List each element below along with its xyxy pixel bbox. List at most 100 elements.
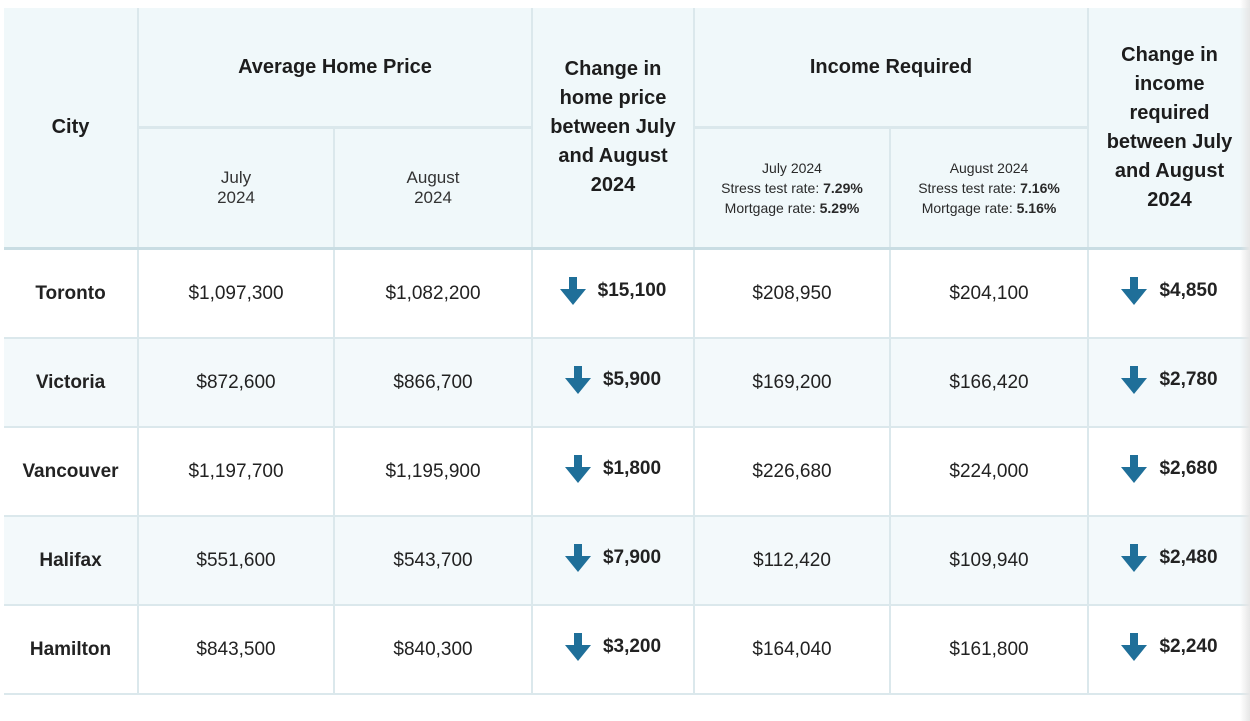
change-value: $3,200	[564, 632, 662, 661]
header-city: City	[4, 8, 139, 250]
income-change-cell: $2,680	[1088, 427, 1250, 517]
income-july-cell: $208,950	[694, 248, 891, 339]
header-row-top: City Average Home Price Change in home p…	[4, 8, 1250, 250]
change-amount: $2,480	[1159, 546, 1218, 568]
table-row: Vancouver $1,197,700 $1,195,900 $1,800 $226,…	[4, 427, 1250, 517]
table-row: Halifax $551,600 $543,700 $7,900 $112,420 $10…	[4, 516, 1250, 606]
header-average-home-price: Average Home Price	[138, 8, 533, 129]
income-july-cell: $226,680	[694, 427, 891, 517]
price-change-cell: $3,200	[532, 605, 695, 695]
change-value: $1,800	[564, 454, 662, 483]
income-august-cell: $166,420	[890, 338, 1090, 428]
price-july-cell: $1,197,700	[138, 427, 335, 517]
price-july-cell: $872,600	[138, 338, 335, 428]
city-cell: Halifax	[4, 516, 139, 606]
mortgage-label: Mortgage rate:	[921, 200, 1017, 216]
income-july-stress: Stress test rate: 7.29%	[695, 178, 889, 198]
header-income-august: August 2024 Stress test rate: 7.16% Mort…	[890, 127, 1090, 250]
header-price-august-text: August 2024	[406, 168, 460, 207]
income-august-stress: Stress test rate: 7.16%	[891, 178, 1087, 198]
edge-shadow	[1240, 0, 1250, 721]
header-change-home-price-text: Change in home price between July and Au…	[550, 58, 676, 196]
income-change-cell: $2,240	[1088, 605, 1250, 695]
change-amount: $2,240	[1159, 635, 1218, 657]
header-income-july: July 2024 Stress test rate: 7.29% Mortga…	[694, 127, 891, 250]
price-july-cell: $551,600	[138, 516, 335, 606]
income-august-cell: $204,100	[890, 248, 1090, 339]
city-cell: Victoria	[4, 338, 139, 428]
change-value: $2,680	[1121, 454, 1218, 483]
arrow-down-icon	[564, 454, 591, 483]
change-value: $7,900	[564, 543, 662, 572]
change-value: $4,850	[1121, 276, 1218, 305]
income-august-cell: $161,800	[890, 605, 1090, 695]
header-change-income-text: Change in income required between July a…	[1106, 43, 1233, 211]
change-amount: $5,900	[602, 368, 662, 390]
change-amount: $4,850	[1159, 279, 1218, 301]
price-change-cell: $15,100	[532, 248, 695, 339]
affordability-table-container: City Average Home Price Change in home p…	[4, 8, 1250, 695]
price-august-cell: $866,700	[334, 338, 533, 428]
change-value: $2,780	[1121, 365, 1218, 394]
header-row-sub: July 2024 August 2024 July 2024 Stress t…	[4, 127, 1250, 250]
stress-label: Stress test rate:	[918, 180, 1021, 196]
price-july-cell: $843,500	[138, 605, 335, 695]
income-july-cell: $164,040	[694, 605, 891, 695]
change-value: $2,240	[1121, 632, 1218, 661]
change-amount: $2,680	[1159, 457, 1218, 479]
change-value: $2,480	[1121, 543, 1218, 572]
price-august-cell: $543,700	[334, 516, 533, 606]
city-cell: Vancouver	[4, 427, 139, 517]
arrow-down-icon	[564, 543, 591, 572]
price-august-cell: $1,082,200	[334, 248, 533, 339]
arrow-down-icon	[1121, 276, 1148, 305]
change-amount: $2,780	[1159, 368, 1218, 390]
mortgage-value: 5.29%	[819, 200, 860, 216]
table-body: Toronto $1,097,300 $1,082,200 $15,100 $208,9…	[4, 248, 1250, 695]
income-august-cell: $224,000	[890, 427, 1090, 517]
change-amount: $1,800	[602, 457, 662, 479]
price-july-cell: $1,097,300	[138, 248, 335, 339]
city-cell: Hamilton	[4, 605, 139, 695]
stress-label: Stress test rate:	[721, 180, 824, 196]
header-income-required: Income Required	[694, 8, 1090, 129]
header-change-home-price: Change in home price between July and Au…	[532, 8, 695, 250]
price-august-cell: $1,195,900	[334, 427, 533, 517]
stress-value: 7.29%	[823, 180, 863, 196]
change-value: $5,900	[564, 365, 662, 394]
stress-value: 7.16%	[1020, 180, 1060, 196]
price-change-cell: $7,900	[532, 516, 695, 606]
change-value: $15,100	[559, 276, 666, 305]
header-price-july: July 2024	[138, 127, 335, 250]
arrow-down-icon	[559, 276, 586, 305]
header-change-income: Change in income required between July a…	[1088, 8, 1250, 250]
income-july-month: July 2024	[762, 160, 822, 176]
price-change-cell: $1,800	[532, 427, 695, 517]
price-august-cell: $840,300	[334, 605, 533, 695]
arrow-down-icon	[564, 632, 591, 661]
arrow-down-icon	[1121, 365, 1148, 394]
table-row: Toronto $1,097,300 $1,082,200 $15,100 $208,9…	[4, 248, 1250, 339]
city-cell: Toronto	[4, 248, 139, 339]
mortgage-value: 5.16%	[1016, 200, 1057, 216]
mortgage-label: Mortgage rate:	[724, 200, 820, 216]
arrow-down-icon	[1121, 454, 1148, 483]
table-row: Hamilton $843,500 $840,300 $3,200 $164,040 $1…	[4, 605, 1250, 695]
income-august-mortgage: Mortgage rate: 5.16%	[891, 198, 1087, 218]
income-change-cell: $2,480	[1088, 516, 1250, 606]
change-amount: $3,200	[602, 635, 662, 657]
income-august-cell: $109,940	[890, 516, 1090, 606]
change-amount: $7,900	[602, 546, 662, 568]
income-change-cell: $2,780	[1088, 338, 1250, 428]
income-change-cell: $4,850	[1088, 248, 1250, 339]
income-august-month: August 2024	[949, 160, 1029, 176]
header-price-august: August 2024	[334, 127, 533, 250]
arrow-down-icon	[1121, 632, 1148, 661]
arrow-down-icon	[1121, 543, 1148, 572]
income-july-cell: $112,420	[694, 516, 891, 606]
income-july-mortgage: Mortgage rate: 5.29%	[695, 198, 889, 218]
income-july-cell: $169,200	[694, 338, 891, 428]
arrow-down-icon	[564, 365, 591, 394]
table-row: Victoria $872,600 $866,700 $5,900 $169,200 $1…	[4, 338, 1250, 428]
price-change-cell: $5,900	[532, 338, 695, 428]
